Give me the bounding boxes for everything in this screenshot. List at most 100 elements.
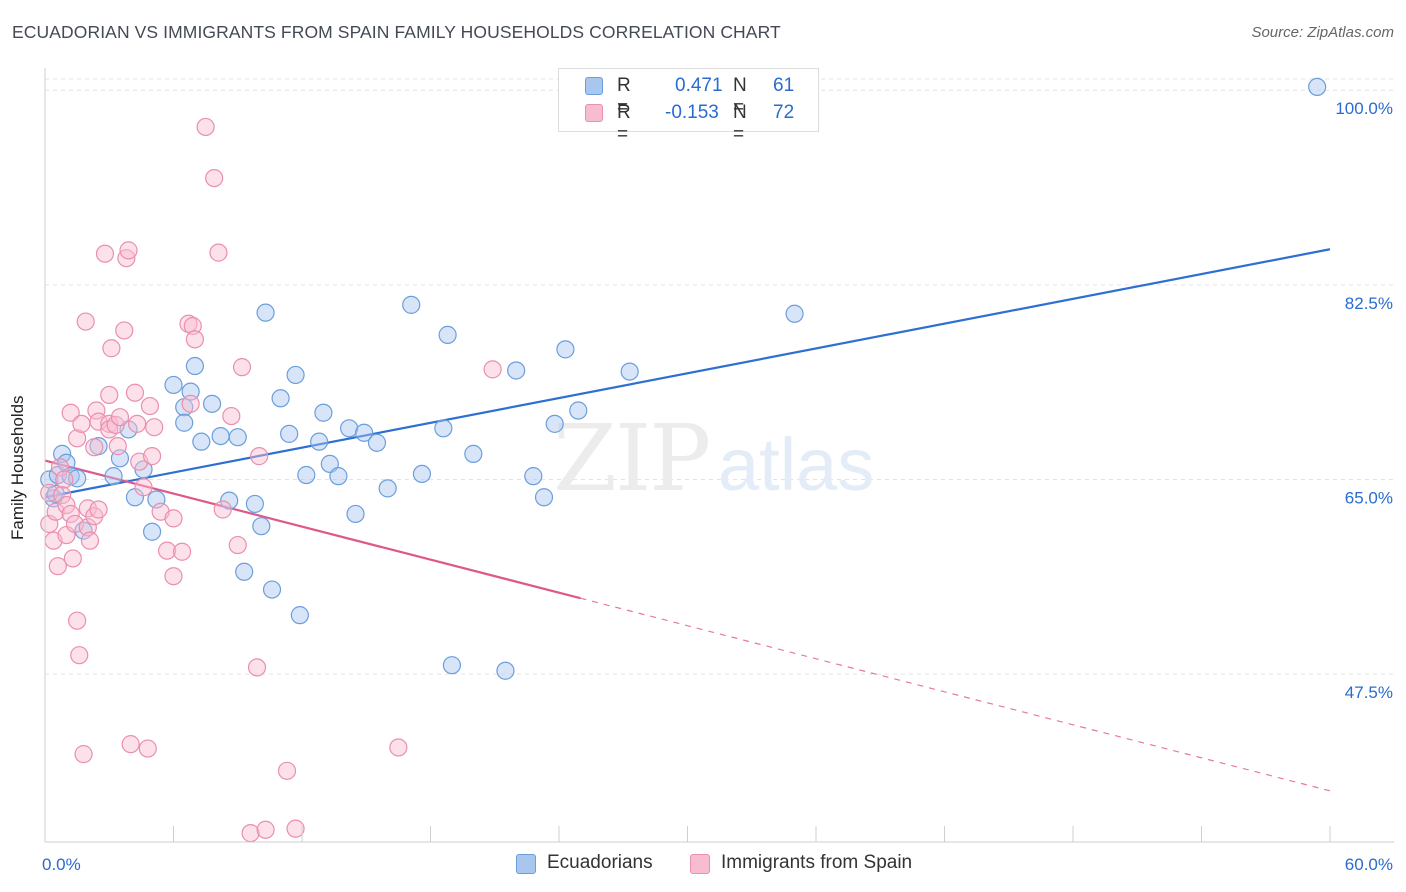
point-immigrants-from-spain	[205, 168, 224, 188]
point-ecuadorians	[507, 361, 526, 380]
legend-n-value: 72	[773, 102, 795, 123]
x-tick-label-min: 0.0%	[42, 855, 81, 874]
point-immigrants-from-spain	[134, 478, 153, 497]
point-ecuadorians	[785, 304, 804, 323]
point-immigrants-from-spain	[100, 385, 119, 405]
point-ecuadorians	[434, 419, 453, 438]
point-immigrants-from-spain	[63, 549, 82, 568]
point-immigrants-from-spain	[102, 339, 121, 358]
point-ecuadorians	[524, 467, 543, 486]
y-tick-label: 100.0%	[1335, 99, 1393, 118]
point-immigrants-from-spain	[196, 117, 215, 137]
point-immigrants-from-spain	[164, 567, 183, 586]
gridlines	[45, 78, 1394, 675]
point-immigrants-from-spain	[108, 437, 127, 456]
point-immigrants-from-spain	[185, 330, 205, 349]
point-immigrants-from-spain	[247, 658, 267, 677]
series-swatch-ecuadorians	[516, 854, 536, 874]
point-immigrants-from-spain	[222, 406, 241, 426]
legend-n-label: N =	[733, 75, 747, 118]
point-immigrants-from-spain	[68, 611, 87, 630]
point-immigrants-from-spain	[78, 518, 97, 537]
point-immigrants-from-spain	[125, 383, 145, 402]
point-immigrants-from-spain	[87, 401, 106, 420]
point-ecuadorians	[252, 517, 271, 536]
point-immigrants-from-spain	[61, 504, 80, 524]
point-ecuadorians	[569, 401, 588, 420]
point-immigrants-from-spain	[232, 358, 252, 377]
trend-lines	[44, 248, 1331, 792]
point-immigrants-from-spain	[228, 535, 247, 555]
y-tick-label: 65.0%	[1345, 488, 1393, 507]
point-ecuadorians	[355, 423, 374, 442]
point-ecuadorians	[556, 340, 575, 359]
point-ecuadorians	[464, 444, 483, 463]
point-ecuadorians	[142, 522, 162, 541]
point-immigrants-from-spain	[57, 495, 76, 515]
axes	[44, 68, 1394, 843]
point-immigrants-from-spain	[213, 500, 232, 519]
point-ecuadorians	[220, 491, 239, 510]
point-ecuadorians	[104, 467, 123, 486]
point-immigrants-from-spain	[53, 485, 72, 505]
point-ecuadorians	[297, 465, 316, 485]
point-immigrants-from-spain	[256, 820, 275, 839]
legend-r-label: R =	[617, 75, 631, 118]
point-immigrants-from-spain	[172, 542, 192, 561]
trend-line-immigrants-from-spain	[44, 459, 581, 600]
point-ecuadorians	[378, 479, 397, 498]
legend-n-label: N =	[733, 102, 747, 145]
point-ecuadorians	[185, 356, 205, 376]
point-ecuadorians	[280, 424, 299, 443]
point-immigrants-from-spain	[100, 414, 119, 433]
point-immigrants-from-spain	[85, 438, 104, 457]
point-ecuadorians	[235, 562, 254, 581]
legend-swatch-ecuadorians	[585, 77, 603, 95]
legend-r-value: 0.471	[675, 75, 723, 96]
point-ecuadorians	[286, 365, 305, 385]
series-label-immigrants-from-spain: Immigrants from Spain	[721, 852, 913, 873]
point-immigrants-from-spain	[119, 241, 138, 260]
point-ecuadorians	[68, 469, 87, 488]
point-ecuadorians	[545, 414, 564, 433]
trend-line-ecuadorians	[44, 248, 1331, 499]
point-ecuadorians	[202, 394, 222, 413]
point-immigrants-from-spain	[157, 541, 177, 560]
point-immigrants-from-spain	[55, 470, 74, 489]
point-immigrants-from-spain	[389, 738, 408, 757]
point-immigrants-from-spain	[483, 360, 502, 379]
point-ecuadorians	[402, 295, 421, 314]
point-ecuadorians	[290, 606, 309, 625]
chart-title: ECUADORIAN VS IMMIGRANTS FROM SPAIN FAMI…	[12, 22, 781, 42]
point-immigrants-from-spain	[48, 557, 67, 576]
point-ecuadorians	[271, 389, 290, 408]
point-ecuadorians	[46, 484, 65, 504]
point-ecuadorians	[175, 413, 194, 432]
trend-line-extension-immigrants-from-spain	[580, 597, 1331, 792]
point-ecuadorians	[346, 504, 365, 524]
point-immigrants-from-spain	[181, 394, 200, 413]
point-immigrants-from-spain	[127, 414, 147, 433]
point-ecuadorians	[211, 426, 230, 446]
point-immigrants-from-spain	[140, 396, 160, 416]
point-immigrants-from-spain	[61, 403, 80, 422]
point-ecuadorians	[1308, 77, 1327, 97]
point-ecuadorians	[534, 488, 554, 507]
point-ecuadorians	[256, 303, 275, 322]
point-immigrants-from-spain	[74, 745, 93, 764]
point-immigrants-from-spain	[209, 243, 228, 262]
point-immigrants-from-spain	[145, 418, 164, 437]
correlation-legend: R = 0.471 N = 61 R = -0.153 N = 72	[558, 68, 819, 145]
watermark: ZIP atlas	[553, 405, 874, 512]
point-immigrants-from-spain	[164, 509, 183, 528]
point-ecuadorians	[412, 464, 432, 484]
point-ecuadorians	[367, 433, 387, 452]
series-swatch-immigrants-from-spain	[690, 854, 710, 874]
point-immigrants-from-spain	[68, 429, 87, 448]
point-immigrants-from-spain	[89, 500, 108, 519]
point-immigrants-from-spain	[80, 531, 100, 550]
point-ecuadorians	[442, 656, 462, 675]
point-immigrants-from-spain	[76, 312, 95, 331]
point-immigrants-from-spain	[286, 819, 305, 838]
